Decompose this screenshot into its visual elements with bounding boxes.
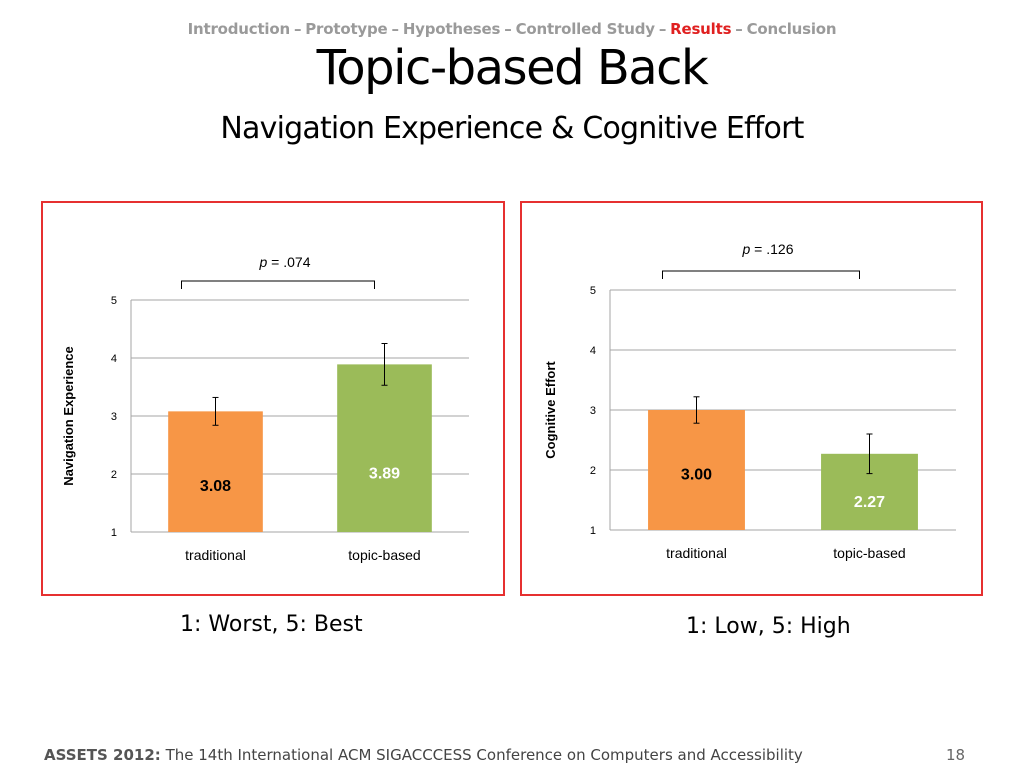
breadcrumb-separator: – bbox=[504, 20, 512, 38]
footer-conference: ASSETS 2012: The 14th International ACM … bbox=[44, 746, 803, 764]
chart-1-ytick-label: 2 bbox=[590, 465, 596, 477]
chart-0-ytick-label: 5 bbox=[111, 295, 117, 307]
chart-1-p-value-text: = .126 bbox=[750, 241, 793, 257]
breadcrumb: Introduction – Prototype – Hypotheses – Contro… bbox=[0, 20, 1024, 38]
breadcrumb-item-conclusion: Conclusion bbox=[746, 20, 837, 38]
chart-0-bar-topic-based bbox=[337, 364, 432, 532]
chart-1-ytick-label: 3 bbox=[590, 405, 596, 417]
page-number: 18 bbox=[946, 746, 966, 764]
chart-1-data-label: 3.00 bbox=[681, 467, 712, 484]
breadcrumb-item-hypotheses: Hypotheses bbox=[402, 20, 501, 38]
chart-0-data-label: 3.08 bbox=[200, 478, 231, 495]
slide-subtitle: Navigation Experience & Cognitive Effort bbox=[220, 111, 804, 146]
chart-1-category-label: topic-based bbox=[833, 545, 905, 561]
navigation-experience-chart: 1 2 3 4 5 Navigation Experience 3.08 traditiona… bbox=[41, 201, 505, 596]
chart-0-category-label: traditional bbox=[185, 547, 246, 563]
cognitive-effort-chart: 1 2 3 4 5 Cognitive Effort 3.00 traditional 2.27… bbox=[520, 201, 983, 596]
chart-1-ytick-label: 4 bbox=[590, 345, 596, 357]
chart-0-p-value: p = .074 bbox=[259, 254, 311, 270]
breadcrumb-separator: – bbox=[658, 20, 667, 38]
scale-caption-right: 1: Low, 5: High bbox=[686, 614, 851, 639]
chart-1-category-label: traditional bbox=[666, 545, 727, 561]
chart-1-p-symbol: p bbox=[742, 241, 751, 257]
slide-title: Topic-based Back bbox=[316, 40, 709, 96]
chart-0-ytick-label: 2 bbox=[111, 469, 117, 481]
chart-1-ytick-label: 1 bbox=[590, 525, 596, 537]
chart-1-y-axis-label: Cognitive Effort bbox=[543, 361, 558, 459]
chart-0-ytick-label: 1 bbox=[111, 527, 117, 539]
chart-0-ytick-label: 3 bbox=[111, 411, 117, 423]
breadcrumb-item-prototype: Prototype bbox=[305, 20, 388, 38]
footer-conference-bold: ASSETS 2012: bbox=[44, 746, 161, 764]
chart-1-data-label: 2.27 bbox=[854, 494, 885, 511]
chart-1-bar-traditional bbox=[648, 410, 745, 530]
chart-0-category-label: topic-based bbox=[348, 547, 420, 563]
scale-caption-left: 1: Worst, 5: Best bbox=[180, 612, 363, 637]
breadcrumb-separator: – bbox=[391, 20, 400, 38]
chart-1-p-value: p = .126 bbox=[742, 241, 794, 257]
chart-0-significance-bracket bbox=[181, 280, 375, 289]
chart-0-ytick-label: 4 bbox=[111, 353, 117, 365]
breadcrumb-separator: – bbox=[735, 20, 743, 38]
cognitive-effort-chart-svg: 1 2 3 4 5 Cognitive Effort 3.00 traditional 2.27… bbox=[543, 241, 956, 561]
breadcrumb-item-results: Results bbox=[670, 20, 732, 38]
chart-0-data-label: 3.89 bbox=[369, 465, 400, 482]
breadcrumb-item-controlled-study: Controlled Study bbox=[515, 20, 655, 38]
breadcrumb-item-introduction: Introduction bbox=[187, 20, 291, 38]
footer-conference-text: The 14th International ACM SIGACCCESS Co… bbox=[160, 746, 803, 764]
navigation-experience-chart-svg: 1 2 3 4 5 Navigation Experience 3.08 traditiona… bbox=[61, 254, 469, 563]
chart-0-p-value-text: = .074 bbox=[267, 254, 310, 270]
chart-1-significance-bracket bbox=[662, 270, 860, 279]
chart-0-p-symbol: p bbox=[259, 254, 268, 270]
chart-0-y-axis-label: Navigation Experience bbox=[61, 346, 76, 485]
breadcrumb-separator: – bbox=[293, 20, 302, 38]
chart-1-ytick-label: 5 bbox=[590, 285, 596, 297]
chart-0-bar-traditional bbox=[168, 411, 263, 532]
